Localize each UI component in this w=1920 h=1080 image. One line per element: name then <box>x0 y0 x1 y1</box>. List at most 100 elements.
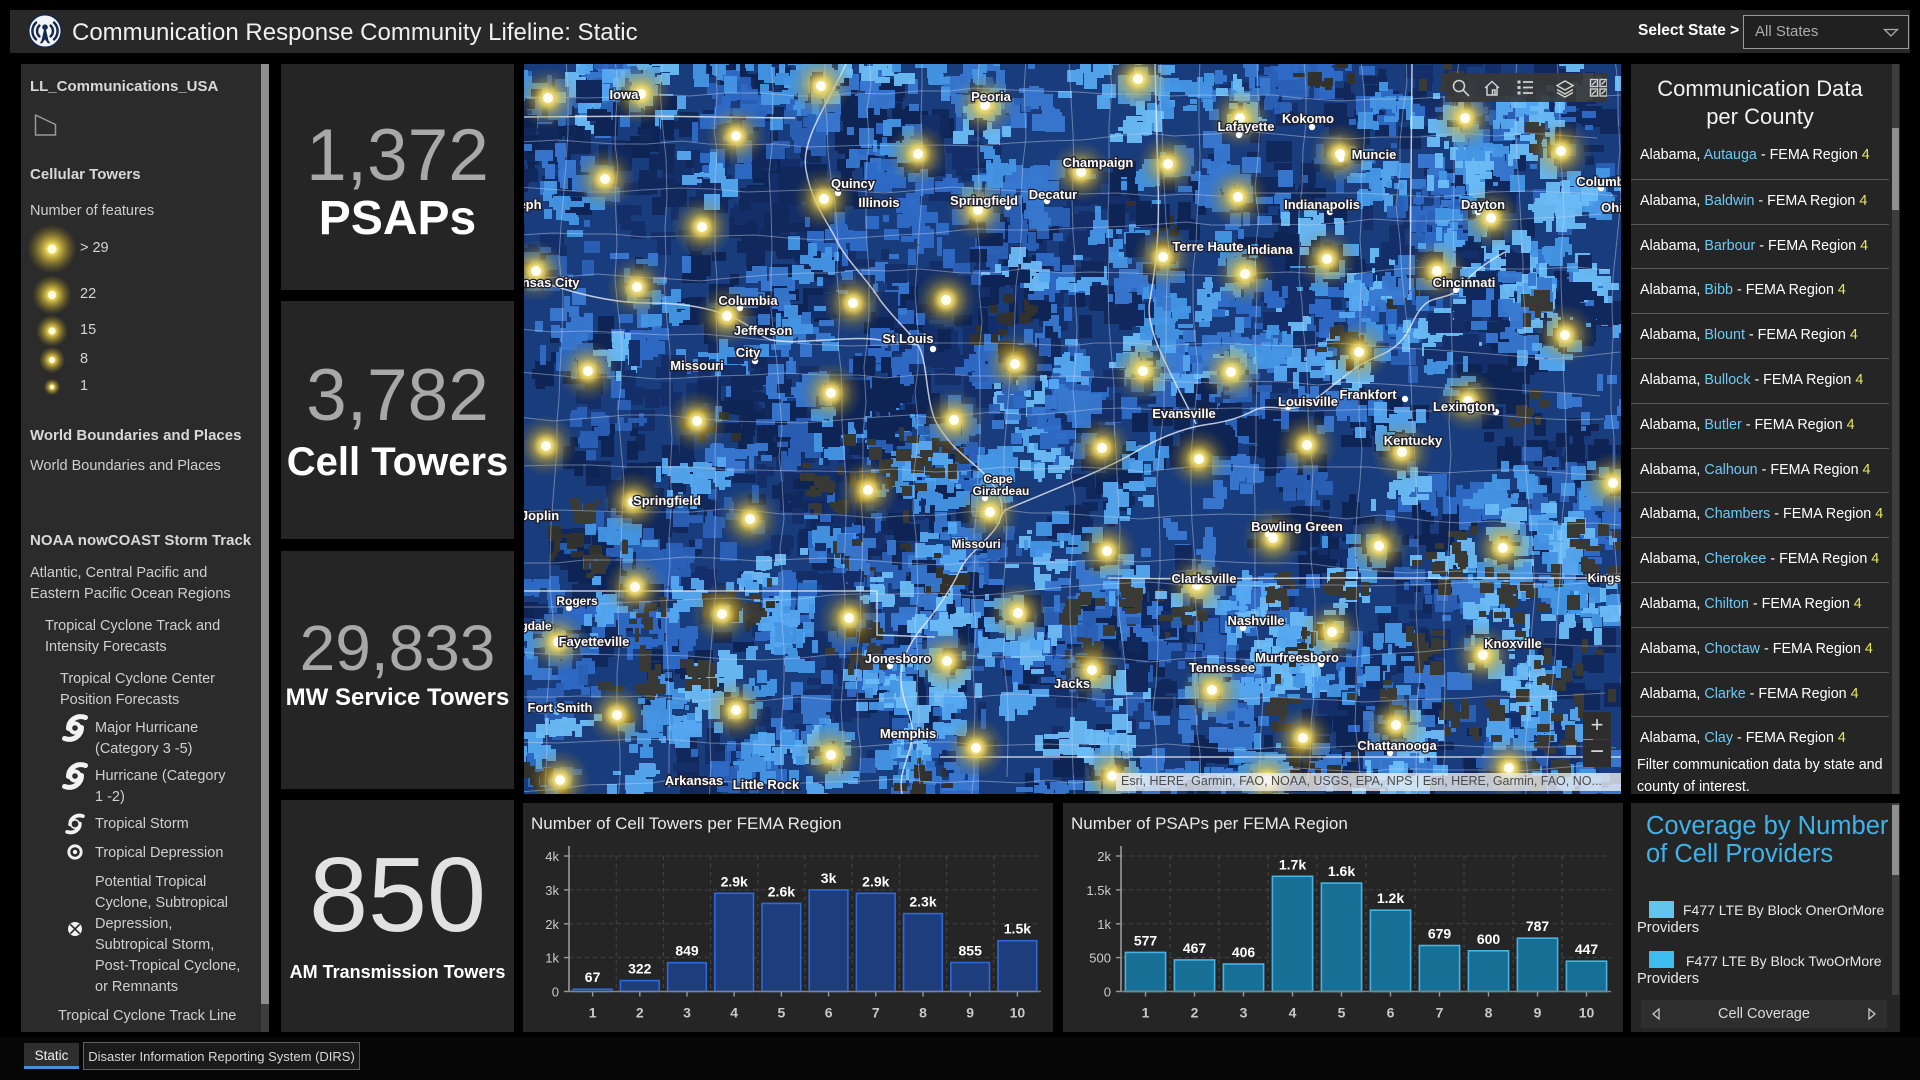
svg-text:4: 4 <box>1289 1005 1297 1021</box>
svg-text:ansas City: ansas City <box>524 275 580 290</box>
svg-text:4k: 4k <box>545 849 559 864</box>
svg-text:447: 447 <box>1575 941 1599 957</box>
svg-text:1: 1 <box>589 1005 597 1021</box>
svg-text:Bowling Green: Bowling Green <box>1251 519 1343 534</box>
svg-text:3k: 3k <box>545 883 559 898</box>
svg-text:Lafayette: Lafayette <box>1217 119 1274 134</box>
svg-text:Chattanooga: Chattanooga <box>1357 738 1437 753</box>
svg-text:9: 9 <box>1534 1005 1542 1021</box>
svg-text:1.6k: 1.6k <box>1328 863 1355 879</box>
svg-text:Terre Haute: Terre Haute <box>1172 239 1243 254</box>
svg-text:Tennessee: Tennessee <box>1189 660 1255 675</box>
svg-text:Jacks: Jacks <box>1054 676 1090 691</box>
svg-text:2.6k: 2.6k <box>768 883 795 899</box>
svg-text:849: 849 <box>675 943 699 959</box>
svg-text:1.2k: 1.2k <box>1377 890 1404 906</box>
svg-text:4: 4 <box>730 1005 738 1021</box>
svg-text:Quincy: Quincy <box>831 176 876 191</box>
svg-text:Rogers: Rogers <box>556 594 598 608</box>
svg-text:Fayetteville: Fayetteville <box>559 634 630 649</box>
svg-text:Joplin: Joplin <box>524 508 559 523</box>
svg-text:Murfreesboro: Murfreesboro <box>1255 650 1339 665</box>
svg-text:0: 0 <box>552 985 559 1000</box>
svg-text:1.5k: 1.5k <box>1004 921 1031 937</box>
svg-text:2: 2 <box>1191 1005 1199 1021</box>
svg-text:8: 8 <box>919 1005 927 1021</box>
svg-text:Indiana: Indiana <box>1247 242 1293 257</box>
svg-text:Springfield: Springfield <box>633 493 701 508</box>
svg-text:467: 467 <box>1183 940 1207 956</box>
svg-text:1.7k: 1.7k <box>1279 856 1306 872</box>
svg-text:Cincinnati: Cincinnati <box>1433 275 1496 290</box>
svg-text:Kentucky: Kentucky <box>1384 433 1443 448</box>
svg-text:Missouri: Missouri <box>951 537 1000 551</box>
svg-text:1.5k: 1.5k <box>1086 883 1111 898</box>
svg-text:Jefferson: Jefferson <box>734 323 793 338</box>
svg-text:322: 322 <box>628 961 652 977</box>
svg-text:Nashville: Nashville <box>1227 613 1284 628</box>
svg-text:600: 600 <box>1477 931 1501 947</box>
svg-text:Muncie: Muncie <box>1352 147 1397 162</box>
svg-text:Frankfort: Frankfort <box>1339 387 1397 402</box>
svg-text:Clarksville: Clarksville <box>1171 571 1236 586</box>
svg-text:406: 406 <box>1232 944 1256 960</box>
svg-text:67: 67 <box>585 969 601 985</box>
svg-text:577: 577 <box>1134 932 1158 948</box>
svg-text:3: 3 <box>1240 1005 1248 1021</box>
svg-text:5: 5 <box>778 1005 786 1021</box>
svg-text:6: 6 <box>1387 1005 1395 1021</box>
svg-text:500: 500 <box>1089 951 1111 966</box>
svg-text:2.3k: 2.3k <box>909 894 936 910</box>
svg-text:9: 9 <box>966 1005 974 1021</box>
svg-text:2: 2 <box>636 1005 644 1021</box>
svg-text:gdale: gdale <box>524 619 552 633</box>
svg-text:3k: 3k <box>821 870 837 886</box>
svg-text:Kokomo: Kokomo <box>1282 111 1334 126</box>
svg-text:Columbus: Columbus <box>1576 174 1621 189</box>
svg-text:Kingsp: Kingsp <box>1588 571 1621 585</box>
svg-text:Girardeau: Girardeau <box>973 484 1030 498</box>
svg-text:Peoria: Peoria <box>971 89 1012 104</box>
svg-text:Memphis: Memphis <box>880 726 936 741</box>
svg-text:Cape: Cape <box>983 472 1013 486</box>
svg-text:City: City <box>736 345 761 360</box>
svg-text:7: 7 <box>872 1005 880 1021</box>
svg-text:10: 10 <box>1579 1005 1595 1021</box>
svg-text:855: 855 <box>959 943 983 959</box>
svg-text:8: 8 <box>1485 1005 1493 1021</box>
svg-text:eph: eph <box>524 197 542 212</box>
svg-text:787: 787 <box>1526 918 1550 934</box>
svg-text:Jonesboro: Jonesboro <box>865 651 932 666</box>
svg-text:Iowa: Iowa <box>610 87 640 102</box>
svg-text:Indianapolis: Indianapolis <box>1284 197 1360 212</box>
svg-text:Dayton: Dayton <box>1461 197 1505 212</box>
svg-text:Missouri: Missouri <box>670 358 723 373</box>
svg-text:Decatur: Decatur <box>1029 187 1077 202</box>
svg-text:2k: 2k <box>1097 849 1111 864</box>
svg-text:2.9k: 2.9k <box>721 873 748 889</box>
svg-text:Lexington: Lexington <box>1433 399 1495 414</box>
svg-text:St Louis: St Louis <box>882 331 933 346</box>
svg-text:Ohi: Ohi <box>1601 200 1621 215</box>
svg-text:Fort Smith: Fort Smith <box>528 700 593 715</box>
svg-text:5: 5 <box>1338 1005 1346 1021</box>
svg-text:Evansville: Evansville <box>1152 406 1216 421</box>
svg-text:6: 6 <box>825 1005 833 1021</box>
svg-text:Louisville: Louisville <box>1278 394 1338 409</box>
svg-text:10: 10 <box>1010 1005 1026 1021</box>
svg-text:1k: 1k <box>1097 917 1111 932</box>
svg-text:Little Rock: Little Rock <box>733 777 800 792</box>
svg-text:2.9k: 2.9k <box>862 873 889 889</box>
svg-text:679: 679 <box>1428 926 1452 942</box>
svg-text:Arkansas: Arkansas <box>665 773 724 788</box>
svg-text:3: 3 <box>683 1005 691 1021</box>
svg-text:1: 1 <box>1142 1005 1150 1021</box>
svg-text:0: 0 <box>1104 985 1111 1000</box>
svg-text:7: 7 <box>1436 1005 1444 1021</box>
svg-text:Columbia: Columbia <box>718 293 778 308</box>
svg-text:Illinois: Illinois <box>858 195 899 210</box>
svg-text:Knoxville: Knoxville <box>1484 636 1542 651</box>
svg-text:Springfield: Springfield <box>950 193 1018 208</box>
svg-text:Champaign: Champaign <box>1063 155 1134 170</box>
svg-text:1k: 1k <box>545 951 559 966</box>
